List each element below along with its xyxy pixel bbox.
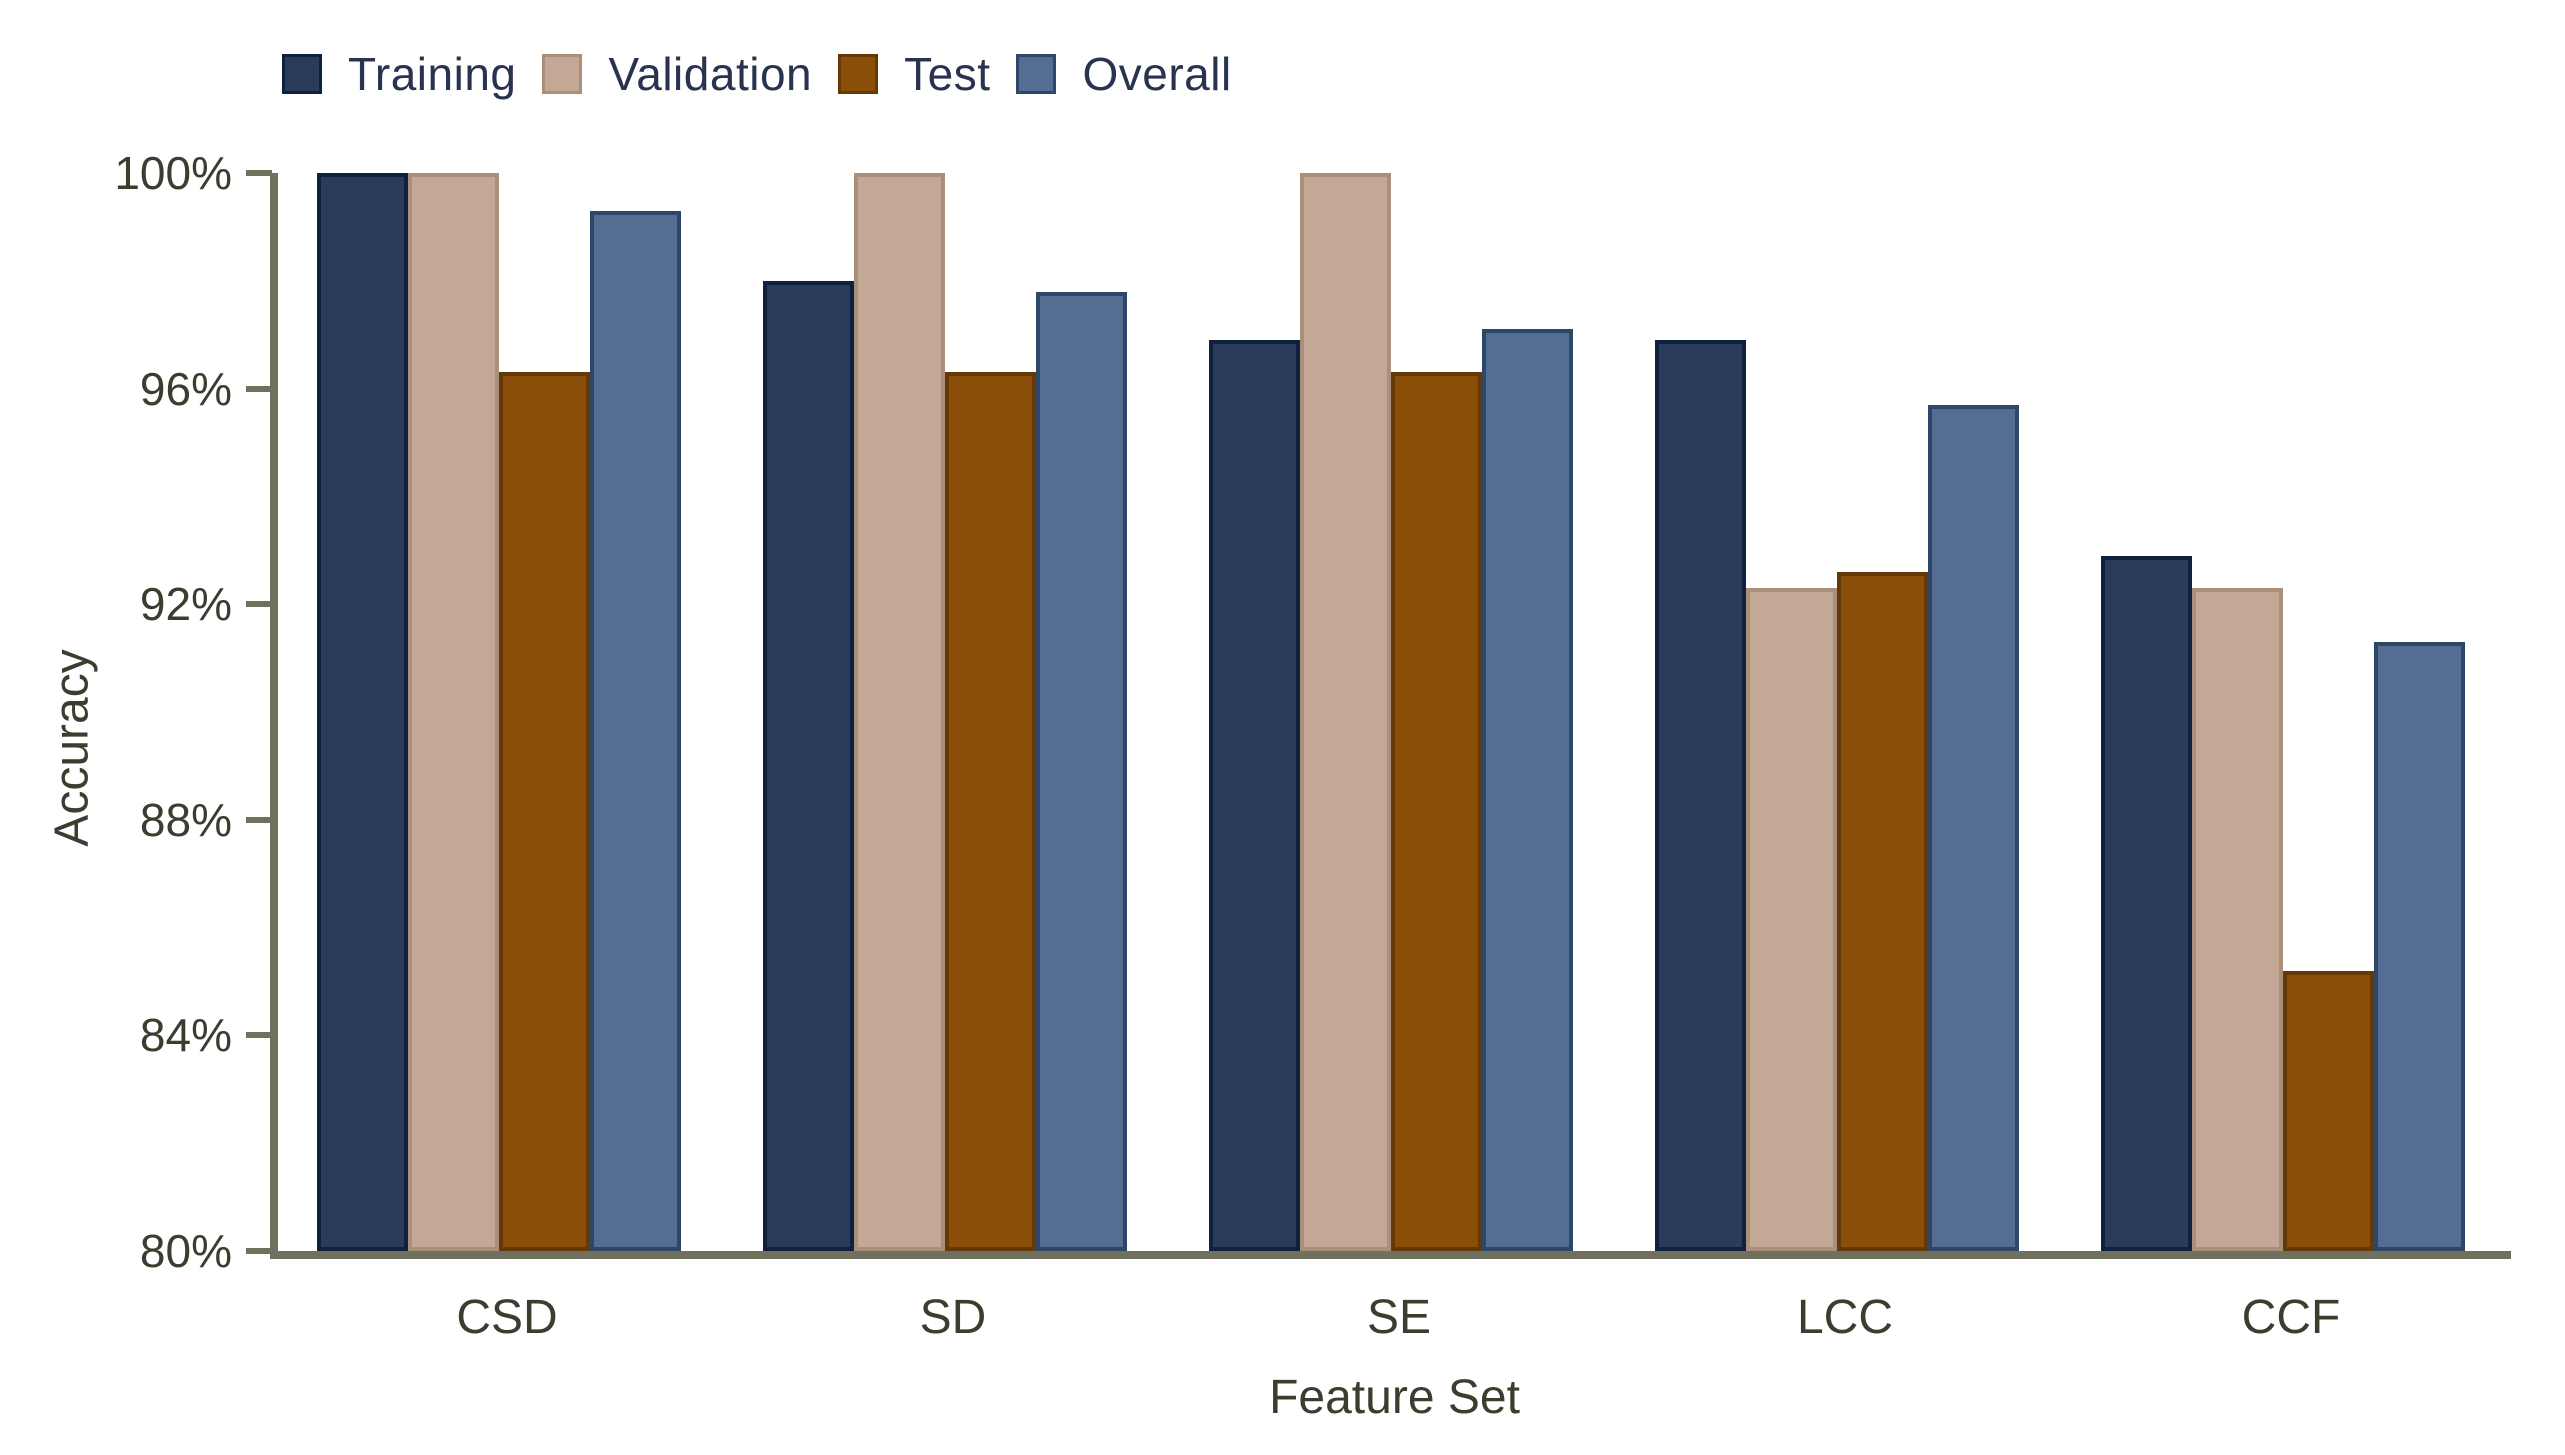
bar-lcc-validation [1746,588,1837,1251]
x-axis-line [270,1251,2511,1259]
bar-ccf-validation [2192,588,2283,1251]
y-tick-label-88: 88% [139,793,232,846]
y-tick-label-80: 80% [139,1225,232,1277]
legend-swatch-validation-icon [542,54,583,94]
legend-label-test: Test [904,48,991,100]
legend-label-training: Training [348,48,517,100]
bar-se-overall [1482,329,1573,1251]
bar-se-training [1209,340,1300,1251]
x-axis-title: Feature Set [1269,1371,1520,1424]
bar-lcc-overall [1928,404,2019,1251]
x-category-label-csd: CSD [456,1291,558,1344]
bar-csd-test [499,372,590,1251]
y-tick-80 [246,1248,272,1254]
bar-ccf-training [2101,555,2192,1251]
y-tick-label-100: 100% [114,147,232,199]
legend-item-training: Training [282,50,516,98]
legend-item-test: Test [838,50,990,98]
legend: Training Validation Test Overall [282,50,1232,98]
bar-csd-training [317,173,408,1251]
bar-csd-validation [408,173,499,1251]
bar-sd-validation [854,173,945,1251]
y-tick-96 [246,385,272,392]
bar-lcc-test [1837,571,1928,1251]
y-tick-100 [246,170,272,176]
y-axis-title: Accuracy [45,649,99,847]
bar-sd-test [945,372,1036,1251]
y-tick-label-84: 84% [139,1009,232,1062]
y-tick-label-92: 92% [139,578,232,631]
bar-ccf-overall [2374,641,2465,1251]
legend-label-overall: Overall [1082,48,1232,100]
legend-swatch-training-icon [282,54,322,94]
y-tick-label-96: 96% [139,362,232,415]
legend-swatch-overall-icon [1016,54,1057,94]
y-tick-84 [246,1032,272,1039]
bar-se-test [1391,372,1482,1251]
y-tick-88 [246,816,272,823]
bar-sd-overall [1036,291,1127,1251]
bar-ccf-test [2283,970,2374,1251]
legend-item-validation: Validation [542,50,812,98]
y-axis-line [270,173,278,1259]
legend-label-validation: Validation [608,48,813,100]
x-category-label-se: SE [1366,1291,1432,1344]
legend-swatch-test-icon [838,54,879,94]
legend-item-overall: Overall [1016,50,1231,98]
x-category-label-lcc: LCC [1796,1291,1894,1344]
x-category-label-ccf: CCF [2241,1291,2341,1344]
x-category-label-sd: SD [919,1291,987,1344]
bar-csd-overall [590,210,681,1251]
bar-lcc-training [1655,340,1746,1251]
bar-se-validation [1300,173,1391,1251]
y-tick-92 [246,601,272,608]
bar-sd-training [763,280,854,1251]
